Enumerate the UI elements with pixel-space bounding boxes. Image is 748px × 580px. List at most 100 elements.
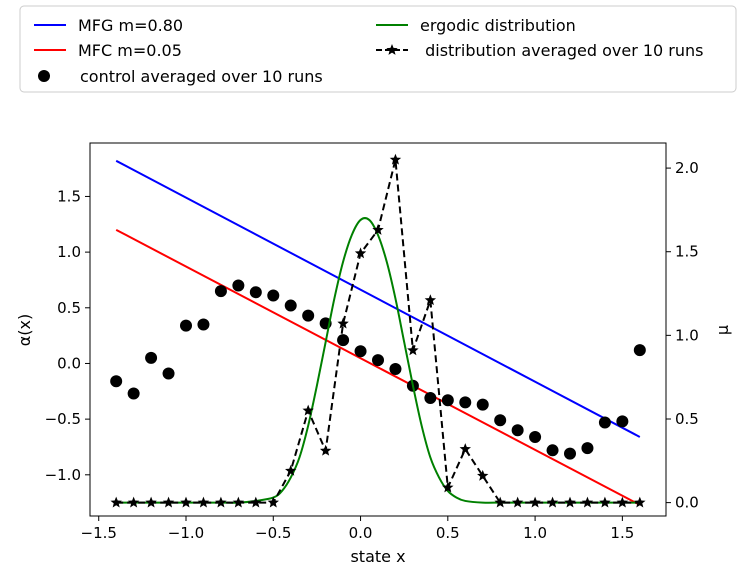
x-tick-label: 0.5 [436,524,460,542]
series-distribution-averaged-over-10-runs-marker [354,247,367,259]
legend-swatch-control [38,70,50,82]
series-distribution-averaged-over-10-runs-marker [372,223,384,235]
series-distribution-averaged-over-10-runs-line [116,159,640,504]
series-control-averaged-over-10-runs-point [232,279,245,292]
series-distribution-averaged-over-10-runs-marker [337,317,349,329]
series-distribution-averaged-over-10-runs-marker [494,496,506,508]
legend-label-mfg: MFG m=0.80 [78,16,183,35]
legend-entry-distribution: distribution averaged over 10 runs [376,41,704,60]
y-right-tick-label: 1.5 [675,243,699,261]
y-left-tick-label: −1.0 [45,466,81,484]
y-right-tick-label: 1.0 [675,326,699,344]
x-tick-label: 1.5 [610,524,634,542]
series-mfg-m-0-80-line [115,159,641,438]
legend-entry-mfg: MFG m=0.80 [34,16,183,35]
series-distribution-averaged-over-10-runs-marker [511,496,524,508]
y-left-tick-label: −0.5 [45,410,81,428]
series-control-averaged-over-10-runs-point [441,394,454,407]
plot-frame [89,142,667,517]
series-control-averaged-over-10-runs-point [197,318,210,331]
series-control-averaged-over-10-runs-point [564,447,576,460]
y-left-axis-label: α(x) [15,314,34,347]
series-distribution-averaged-over-10-runs-marker [546,496,559,508]
series-distribution-averaged-over-10-runs-marker [529,496,541,508]
series-control-averaged-over-10-runs-point [354,345,367,358]
series-control-averaged-over-10-runs-point [476,398,489,411]
series-control-averaged-over-10-runs-point [598,416,611,429]
series-control-averaged-over-10-runs-point [145,351,158,364]
legend-swatch-distribution-star [386,44,398,55]
x-tick-label: −1.0 [168,524,204,542]
series-distribution-averaged-over-10-runs-marker [424,294,437,306]
series-control-averaged-over-10-runs-point [337,334,350,347]
series-control-averaged-over-10-runs-point [302,309,315,322]
series-control-averaged-over-10-runs-point [529,430,542,443]
series-distribution-averaged-over-10-runs-marker [127,496,140,508]
y-left-tick-label: 1.5 [57,187,81,205]
y-right-tick-label: 0.5 [675,410,699,428]
axis-ticks: −1.5 −1.0 −0.5 0.0 0.5 1.0 1.5 −1.0 −0.5 0.0 0.5 1.… [45,159,699,542]
chart-marks [110,153,646,508]
x-tick-label: 1.0 [523,524,547,542]
y-right-axis-label: μ [713,325,732,335]
legend-label-ergodic: ergodic distribution [420,16,576,35]
series-distribution-averaged-over-10-runs-marker [180,496,192,508]
series-distribution-averaged-over-10-runs-marker [599,496,611,508]
series-distribution-averaged-over-10-runs-marker [319,444,332,456]
series-distribution-averaged-over-10-runs-marker [477,469,489,481]
series-control-averaged-over-10-runs-point [180,319,192,332]
series-control-averaged-over-10-runs-point [267,289,280,302]
series-distribution-averaged-over-10-runs-marker [285,464,297,476]
series-distribution-averaged-over-10-runs-marker [110,496,122,508]
x-tick-label: 0.0 [349,524,373,542]
series-distribution-averaged-over-10-runs-marker [197,496,210,508]
series-control-averaged-over-10-runs-point [127,387,140,400]
series-distribution-averaged-over-10-runs-marker [250,496,262,508]
series-distribution-averaged-over-10-runs-marker [232,496,245,508]
series-control-averaged-over-10-runs-point [372,354,384,367]
series-control-averaged-over-10-runs-point [581,442,594,455]
series-control-averaged-over-10-runs-point [214,285,227,298]
series-distribution-averaged-over-10-runs-marker [267,496,279,508]
y-right-tick-label: 0.0 [675,494,699,512]
series-distribution-averaged-over-10-runs-marker [389,153,402,165]
legend-label-distribution: distribution averaged over 10 runs [420,41,704,60]
x-tick-label: −0.5 [255,524,291,542]
series-control-averaged-over-10-runs-point [633,344,646,357]
series-control-averaged-over-10-runs-point [162,367,175,380]
legend: MFG m=0.80 MFC m=0.05 control averaged o… [19,5,737,93]
series-control-averaged-over-10-runs-point [459,396,472,409]
legend-entry-control: control averaged over 10 runs [38,67,323,86]
series-distribution-averaged-over-10-runs-marker [634,496,646,508]
series-control-averaged-over-10-runs-point [389,363,402,376]
series-control-averaged-over-10-runs-point [616,415,629,428]
series-control-averaged-over-10-runs-point [249,286,262,299]
series-distribution-averaged-over-10-runs-marker [407,344,419,356]
y-left-tick-label: 0.0 [57,354,81,372]
y-left-tick-label: 0.5 [57,299,81,317]
series-control-averaged-over-10-runs-point [511,424,524,437]
y-right-tick-label: 2.0 [675,159,699,177]
legend-entry-ergodic: ergodic distribution [376,16,576,35]
series-distribution-averaged-over-10-runs-marker [581,496,594,508]
series-distribution-averaged-over-10-runs-marker [459,443,471,454]
series-distribution-averaged-over-10-runs-marker [215,496,227,508]
legend-entry-mfc: MFC m=0.05 [34,41,182,60]
legend-label-mfc: MFC m=0.05 [78,41,182,60]
legend-label-control: control averaged over 10 runs [80,67,323,86]
series-distribution-averaged-over-10-runs-marker [564,496,576,508]
series-distribution-averaged-over-10-runs-marker [145,496,157,508]
series-mfc-m-0-05-line [115,228,641,506]
series-distribution-averaged-over-10-runs-marker [302,404,314,416]
series-distribution-averaged-over-10-runs-marker [616,496,629,508]
series-distribution-averaged-over-10-runs-marker [162,496,175,508]
series-control-averaged-over-10-runs-point [110,375,123,388]
x-tick-label: −1.5 [81,524,117,542]
y-left-tick-label: 1.0 [57,243,81,261]
series-distribution-averaged-over-10-runs-marker [442,481,454,493]
series-control-averaged-over-10-runs-point [424,391,437,404]
series-control-averaged-over-10-runs-point [546,444,559,457]
x-axis-label: state x [350,547,405,566]
series-control-averaged-over-10-runs-point [494,414,507,427]
